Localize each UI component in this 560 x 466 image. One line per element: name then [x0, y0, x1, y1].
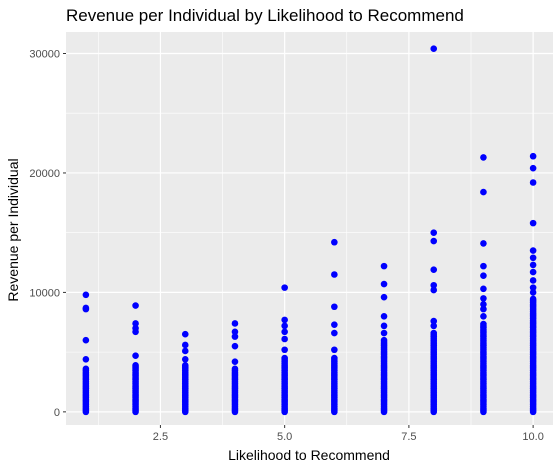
data-point — [181, 341, 189, 349]
data-point — [529, 152, 537, 160]
data-point — [529, 268, 537, 276]
plot-panel — [66, 32, 553, 425]
data-point — [480, 312, 487, 320]
data-point — [529, 164, 537, 172]
x-axis-ticks: 2.5 5.0 7.5 10.0 — [153, 425, 544, 443]
data-point — [132, 361, 139, 369]
data-point — [181, 347, 189, 355]
data-point — [181, 356, 189, 363]
data-point — [380, 293, 388, 301]
x-axis-title: Likelihood to Recommend — [228, 447, 390, 463]
data-point — [380, 280, 388, 288]
data-point — [331, 354, 338, 362]
y-axis-title: Revenue per Individual — [5, 158, 21, 301]
data-point — [82, 304, 90, 312]
data-point — [380, 312, 388, 320]
data-point — [132, 302, 139, 309]
x-tick-label: 2.5 — [153, 431, 168, 443]
data-point — [430, 329, 438, 337]
data-point — [380, 262, 388, 270]
data-point — [430, 266, 438, 274]
y-tick-label: 0 — [54, 407, 60, 419]
data-point — [529, 254, 537, 262]
data-point — [380, 329, 388, 337]
data-point — [132, 320, 139, 327]
data-point — [430, 281, 438, 289]
data-point — [281, 328, 288, 336]
data-point — [281, 322, 288, 330]
data-point — [281, 316, 288, 324]
data-point — [82, 291, 90, 299]
data-point — [132, 352, 139, 360]
chart-title: Revenue per Individual by Likelihood to … — [66, 6, 464, 25]
data-point — [480, 188, 487, 196]
data-point — [82, 365, 90, 373]
data-point — [181, 361, 189, 369]
data-point — [480, 240, 487, 247]
data-point — [82, 356, 90, 363]
data-point — [430, 45, 438, 53]
data-point — [529, 261, 537, 269]
data-point — [430, 322, 438, 330]
data-point — [82, 336, 90, 344]
y-tick-label: 20000 — [29, 168, 60, 180]
data-point — [331, 238, 338, 246]
data-point — [331, 303, 338, 311]
data-point — [480, 154, 487, 161]
data-point — [331, 271, 338, 278]
data-point — [529, 277, 537, 284]
data-point — [480, 301, 487, 308]
data-point — [181, 330, 189, 338]
data-point — [281, 354, 288, 362]
data-point — [529, 247, 537, 254]
data-point — [231, 333, 239, 340]
data-point — [231, 342, 239, 350]
data-point — [529, 219, 537, 227]
data-point — [480, 305, 487, 313]
y-tick-label: 30000 — [29, 49, 60, 61]
data-point — [430, 229, 438, 236]
data-point — [529, 179, 537, 186]
y-axis-ticks: 0 10000 20000 30000 — [29, 49, 66, 419]
x-tick-label: 10.0 — [522, 431, 543, 443]
data-point — [480, 272, 487, 279]
data-point — [529, 289, 537, 296]
data-point — [331, 329, 338, 337]
data-point — [380, 336, 388, 344]
data-point — [430, 317, 438, 325]
data-point — [331, 321, 338, 328]
data-point — [430, 237, 438, 245]
data-point — [331, 346, 338, 354]
x-tick-label: 7.5 — [401, 431, 416, 443]
data-point — [281, 346, 288, 354]
data-point — [480, 262, 487, 270]
data-point — [380, 322, 388, 330]
data-point — [430, 286, 438, 294]
data-point — [132, 324, 139, 332]
data-point — [480, 320, 487, 328]
data-point — [529, 295, 537, 303]
data-point — [281, 335, 288, 343]
y-tick-label: 10000 — [29, 287, 60, 299]
data-point — [480, 295, 487, 302]
data-point — [231, 365, 239, 373]
data-point — [231, 358, 239, 365]
data-point — [231, 328, 239, 336]
grid-lines — [66, 32, 553, 425]
data-point — [281, 284, 288, 291]
data-point — [231, 320, 239, 327]
data-point — [480, 285, 487, 293]
x-tick-label: 5.0 — [277, 431, 292, 443]
data-point — [529, 284, 537, 291]
data-points — [82, 45, 537, 416]
